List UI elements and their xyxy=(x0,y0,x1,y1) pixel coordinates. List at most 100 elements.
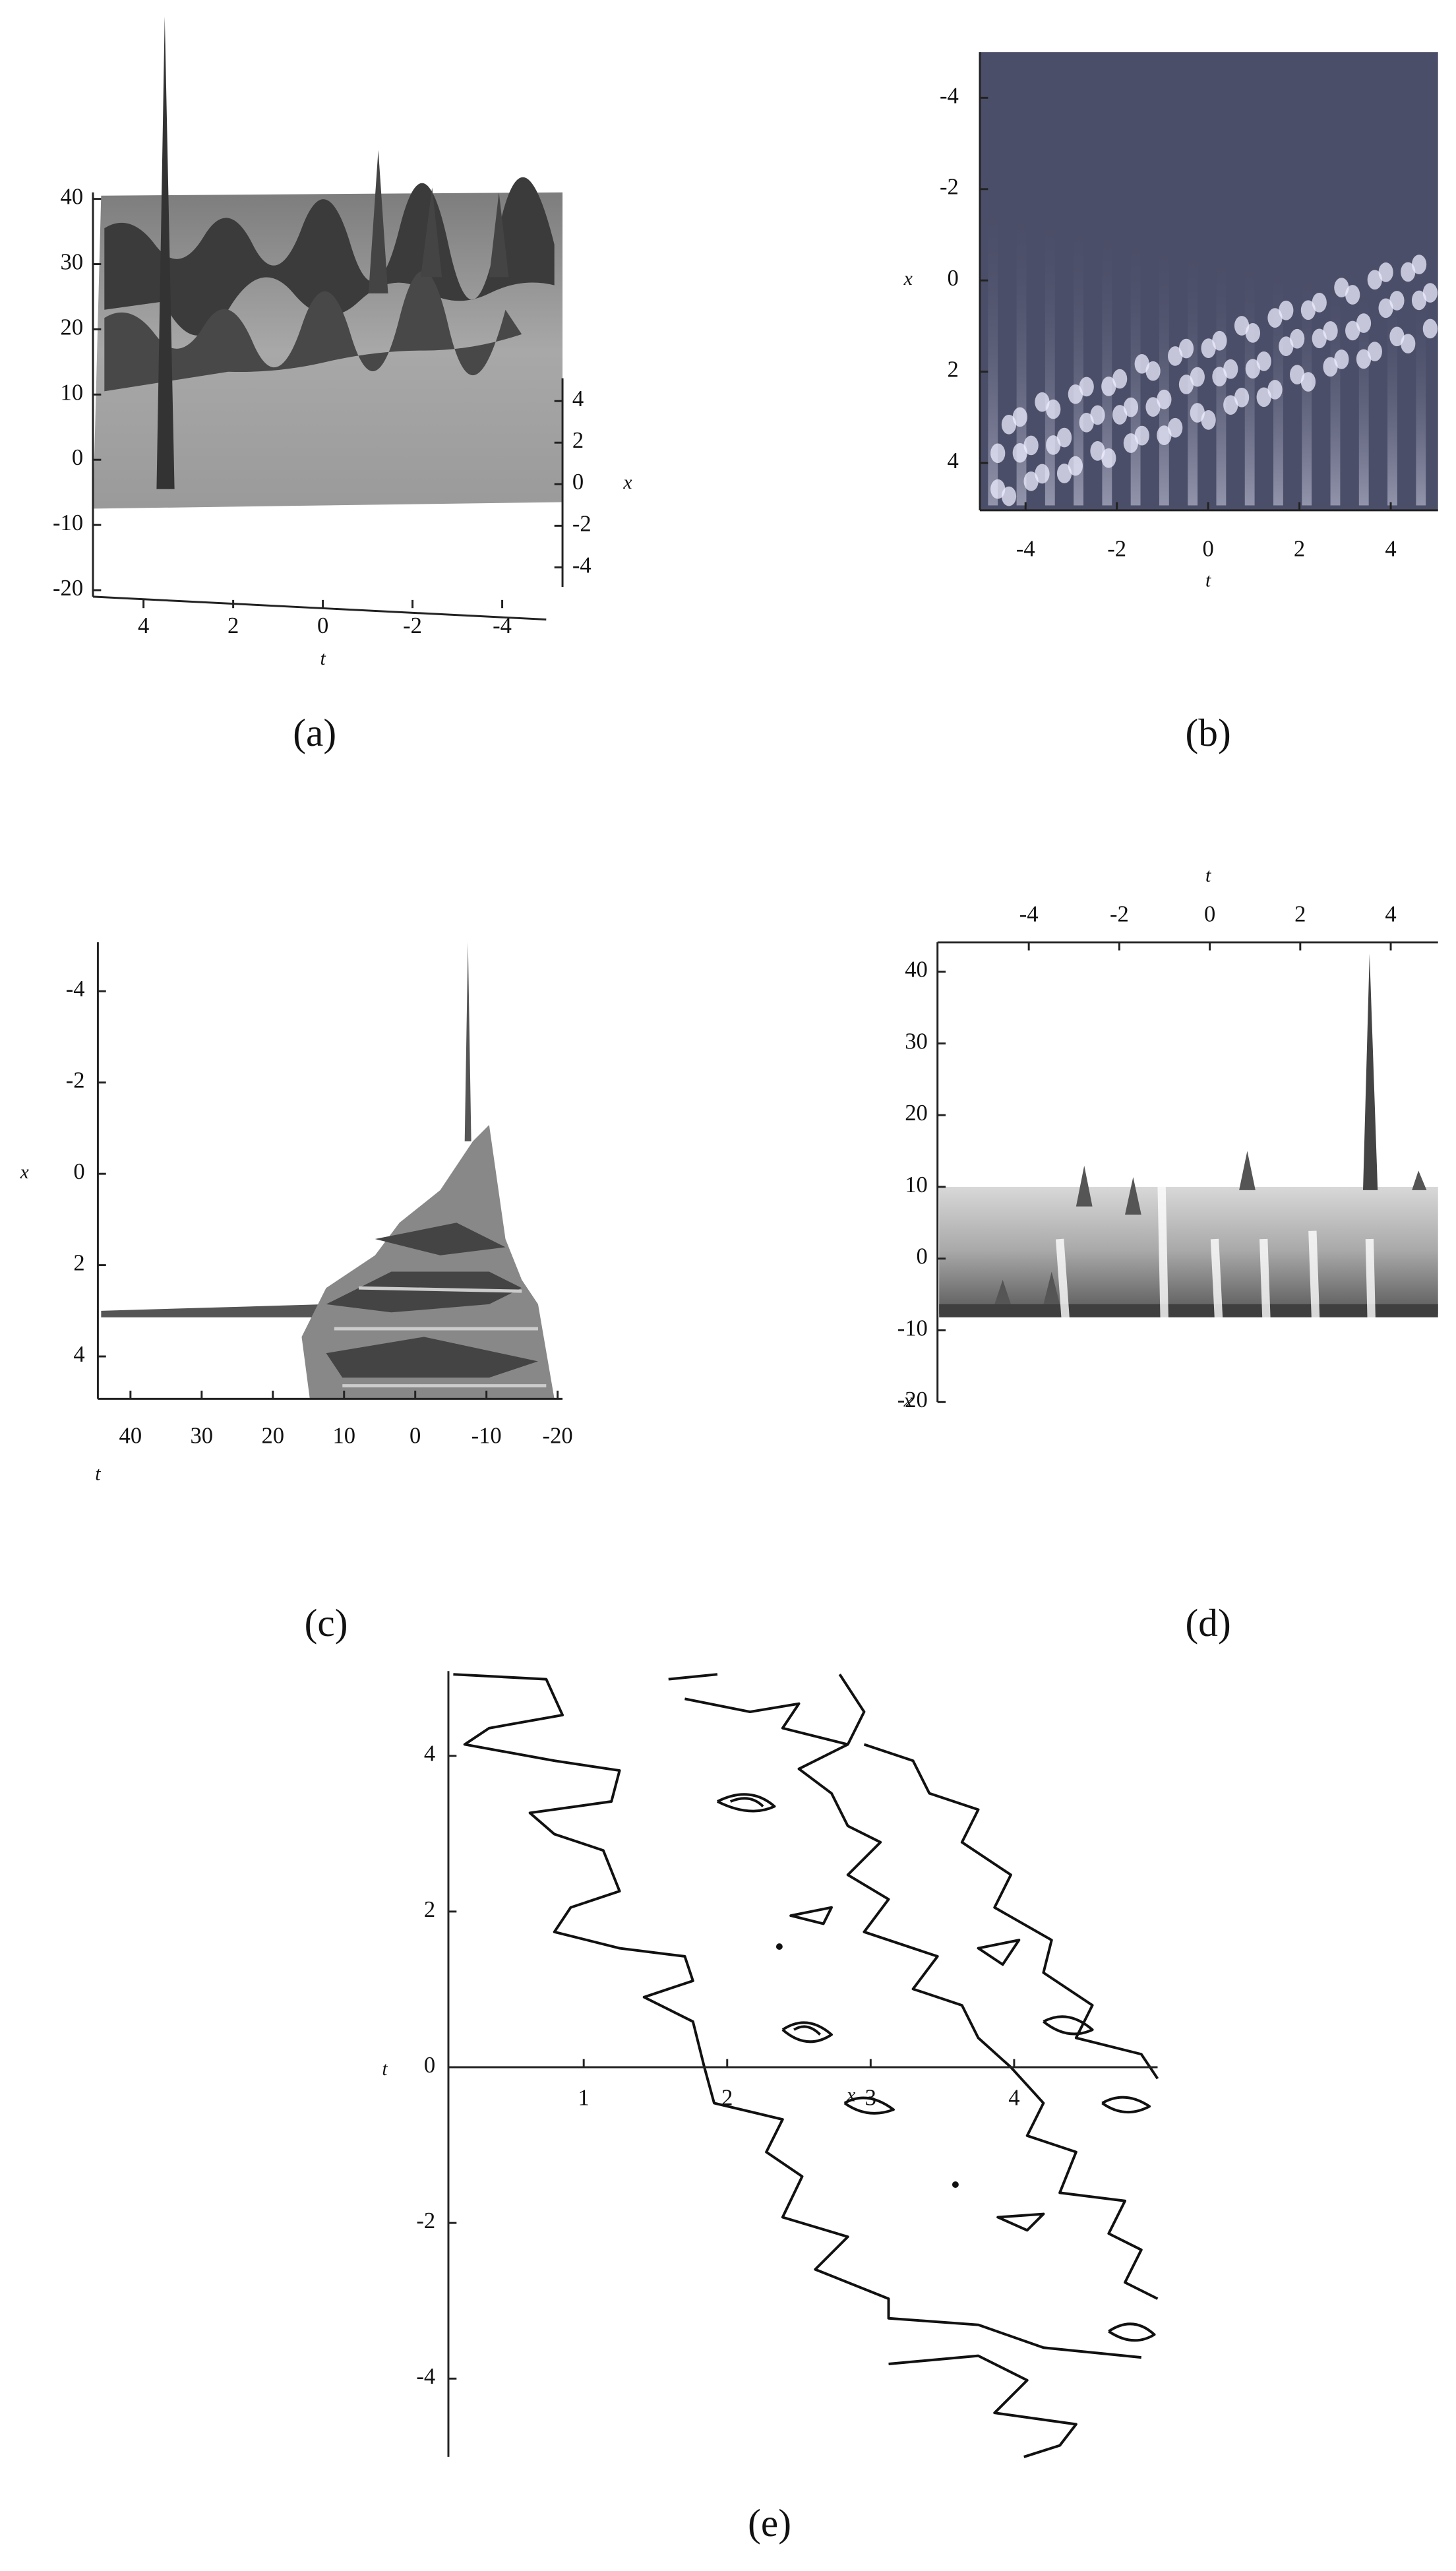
stripe xyxy=(1159,235,1169,506)
blob xyxy=(1012,443,1027,463)
tick-label: 20 xyxy=(261,1424,284,1449)
blob xyxy=(1046,399,1061,419)
tick-label: 0 xyxy=(917,1244,928,1269)
caption: (b) xyxy=(1186,711,1231,754)
surface-d xyxy=(939,953,1438,1386)
blob xyxy=(1201,410,1216,430)
stripe xyxy=(1358,280,1369,506)
blob xyxy=(1234,387,1250,408)
blob xyxy=(1334,278,1349,297)
blob xyxy=(1367,270,1382,290)
blob xyxy=(1201,338,1216,358)
tick-label: -2 xyxy=(1110,901,1129,926)
tick-label: 10 xyxy=(905,1172,928,1197)
blob xyxy=(1323,357,1338,377)
blob xyxy=(1389,326,1405,347)
blob xyxy=(1411,290,1427,311)
tick-label: 0 xyxy=(1204,901,1215,926)
blob xyxy=(1023,435,1039,456)
surface-a xyxy=(92,16,563,509)
blob xyxy=(1134,354,1149,374)
blob xyxy=(1334,349,1349,369)
blob xyxy=(1356,313,1372,333)
stripe xyxy=(1045,208,1055,506)
blob xyxy=(1256,351,1271,371)
blob xyxy=(1356,349,1372,369)
tick-label: 40 xyxy=(119,1424,142,1449)
blob xyxy=(1300,300,1316,320)
blob xyxy=(1267,380,1283,400)
contours-e xyxy=(453,1673,1159,2458)
blob xyxy=(1223,359,1238,379)
blob xyxy=(1367,342,1382,361)
tick-label: 2 xyxy=(228,613,239,638)
blob xyxy=(1090,405,1105,425)
blob xyxy=(1378,298,1393,318)
blob xyxy=(1123,433,1139,453)
blob xyxy=(1401,334,1416,354)
tick-label: 10 xyxy=(61,380,84,405)
blob xyxy=(1145,361,1161,381)
tick-label: 30 xyxy=(905,1029,928,1054)
axis-label: x xyxy=(20,1162,29,1183)
tick-label: -10 xyxy=(471,1424,502,1449)
blob xyxy=(1312,293,1327,313)
blob xyxy=(990,479,1006,499)
tick-label: 30 xyxy=(191,1424,214,1449)
axis-label: x xyxy=(846,2084,855,2105)
tick-label: 40 xyxy=(905,957,928,982)
tick-label: 0 xyxy=(317,613,328,638)
tick-label: -2 xyxy=(1107,537,1126,562)
tick-label: -4 xyxy=(66,977,85,1002)
blob xyxy=(1023,471,1039,491)
tick-label: 0 xyxy=(410,1424,421,1449)
tick-label: -2 xyxy=(416,2208,435,2233)
tick-label: -10 xyxy=(897,1316,928,1341)
tick-label: 2 xyxy=(721,2085,733,2110)
tick-label: 2 xyxy=(948,357,959,382)
blob xyxy=(1101,377,1116,396)
blob xyxy=(1112,405,1128,425)
blob xyxy=(1068,456,1083,476)
blob xyxy=(1035,464,1050,484)
blob xyxy=(1212,330,1227,351)
axis-label: x xyxy=(903,268,913,289)
blob xyxy=(1090,441,1105,461)
blob xyxy=(1345,320,1360,341)
blob xyxy=(1411,255,1427,274)
tick-label: -4 xyxy=(493,613,512,638)
tick-label: 2 xyxy=(73,1251,84,1276)
tick-label: -2 xyxy=(572,511,592,536)
tick-label: 0 xyxy=(572,469,584,495)
blob xyxy=(1068,384,1083,404)
tick-label: -4 xyxy=(940,83,959,108)
blob xyxy=(1134,425,1149,446)
blob xyxy=(1178,375,1194,394)
blob xyxy=(1168,417,1183,438)
stripe xyxy=(1387,287,1397,506)
blob xyxy=(1056,464,1072,483)
tick-label: -10 xyxy=(53,510,83,535)
tick-label: 0 xyxy=(948,266,959,291)
tick-label: 4 xyxy=(1385,537,1396,562)
tick-label: -4 xyxy=(1016,537,1035,562)
blob xyxy=(1157,389,1172,409)
tick-label: 0 xyxy=(1202,537,1213,562)
blob xyxy=(1035,392,1050,412)
tick-label: -2 xyxy=(66,1068,85,1093)
blob xyxy=(1112,369,1128,389)
tick-label: 4 xyxy=(138,613,149,638)
axis-label: x xyxy=(903,1390,913,1411)
axis-label: t xyxy=(382,2059,388,2080)
tick-label: -4 xyxy=(572,553,592,578)
tick-label: -20 xyxy=(53,576,83,601)
blob xyxy=(1145,397,1161,417)
blob xyxy=(1422,283,1438,303)
tick-label: 4 xyxy=(73,1342,84,1367)
blob xyxy=(1289,328,1305,349)
axis-label: t xyxy=(95,1463,101,1484)
blob xyxy=(1168,346,1183,366)
stripe xyxy=(1244,254,1255,506)
blob xyxy=(990,443,1006,464)
tick-label: 1 xyxy=(578,2085,590,2110)
